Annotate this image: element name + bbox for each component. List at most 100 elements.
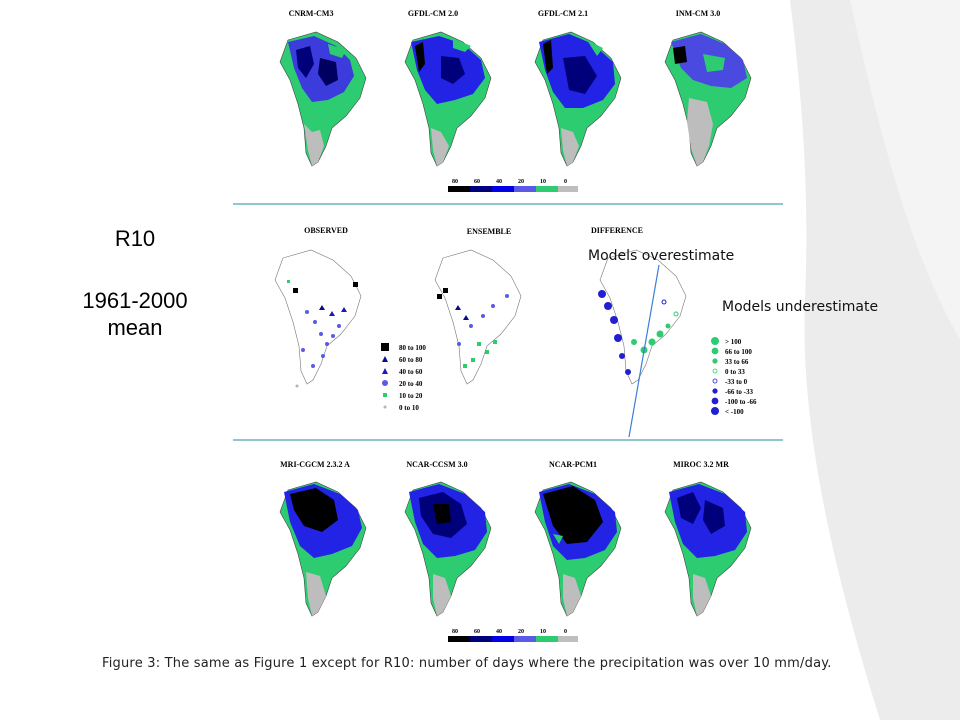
- colorbar-tick: 20: [518, 629, 524, 635]
- station-marker: [325, 342, 329, 346]
- station-marker: [485, 350, 489, 354]
- legend-label: 10 to 20: [399, 392, 423, 400]
- map-ncar-ccsm: [404, 481, 492, 617]
- station-marker: [631, 339, 637, 345]
- station-marker: [604, 302, 612, 310]
- colorbar-tick: 0: [564, 179, 567, 185]
- legend-symbol-circle-small: [712, 358, 718, 364]
- station-marker: [295, 384, 299, 388]
- legend-label: 60 to 80: [399, 356, 423, 364]
- annotation-divider-line: [628, 264, 660, 438]
- colorbar-swatch: [448, 186, 470, 192]
- station-marker: [598, 290, 606, 298]
- station-marker: [331, 334, 335, 338]
- model-label-mri: MRI-CGCM 2.3.2 A: [280, 460, 350, 469]
- legend-symbol-square-small: [383, 393, 387, 397]
- observed-legend: 80 to 100 60 to 80 40 to 60 20 to 40 10 …: [381, 343, 426, 412]
- colorbar-swatch: [492, 636, 514, 642]
- model-label-ncar-pcm: NCAR-PCM1: [549, 460, 597, 469]
- legend-symbol-circle: [382, 380, 388, 386]
- station-marker: [665, 323, 671, 329]
- station-marker: [455, 305, 461, 310]
- colorbar-swatch: [470, 186, 492, 192]
- station-marker: [341, 307, 347, 312]
- colorbar-swatch: [536, 186, 558, 192]
- colorbar-swatch: [470, 636, 492, 642]
- station-marker: [311, 364, 315, 368]
- station-marker: [477, 342, 481, 346]
- colorbar-tick: 80: [452, 629, 458, 635]
- map-cnrm: [279, 31, 367, 167]
- station-marker: [337, 324, 341, 328]
- station-marker: [437, 294, 442, 299]
- legend-label: 0 to 10: [399, 404, 419, 412]
- bottom-row-labels: MRI-CGCM 2.3.2 A NCAR-CCSM 3.0 NCAR-PCM1…: [280, 460, 729, 469]
- colorbar-tick: 10: [540, 179, 546, 185]
- colorbar-tick: 40: [496, 629, 502, 635]
- colorbar-swatch: [514, 186, 536, 192]
- station-marker: [614, 334, 622, 342]
- legend-label: < -100: [725, 408, 744, 416]
- middle-row-labels: OBSERVED ENSEMBLE DIFFERENCE: [304, 226, 643, 236]
- legend-label: 20 to 40: [399, 380, 423, 388]
- station-marker: [673, 311, 679, 317]
- legend-symbol-dot: [383, 405, 387, 409]
- model-label-inm: INM-CM 3.0: [676, 9, 720, 18]
- colorbar-tick: 20: [518, 179, 524, 185]
- station-marker: [353, 282, 358, 287]
- station-marker: [463, 315, 469, 320]
- station-marker: [319, 332, 323, 336]
- station-marker: [610, 316, 618, 324]
- map-miroc: [664, 481, 752, 617]
- station-marker: [625, 369, 631, 375]
- station-marker: [491, 304, 495, 308]
- colorbar-tick: 40: [496, 179, 502, 185]
- station-marker: [493, 340, 497, 344]
- legend-label: -100 to -66: [725, 398, 757, 406]
- station-marker: [457, 342, 461, 346]
- colorbar-swatch: [536, 636, 558, 642]
- station-marker: [313, 320, 317, 324]
- legend-label: 40 to 60: [399, 368, 423, 376]
- legend-symbol-circle-large: [711, 337, 719, 345]
- figure-caption: Figure 3: The same as Figure 1 except fo…: [102, 656, 832, 671]
- map-mri: [279, 481, 367, 617]
- legend-symbol-ring: [712, 378, 718, 384]
- figure-svg: CNRM-CM3 GFDL-CM 2.0 GFDL-CM 2.1 INM-CM …: [233, 9, 783, 642]
- station-map-ensemble: [434, 249, 522, 385]
- bottom-maps: [279, 481, 752, 617]
- map-ncar-pcm: [534, 481, 622, 617]
- station-marker: [661, 299, 667, 305]
- colorbar-swatch: [514, 636, 536, 642]
- model-label-cnrm: CNRM-CM3: [289, 9, 334, 18]
- station-marker: [319, 305, 325, 310]
- legend-label: 0 to 33: [725, 368, 745, 376]
- station-marker: [329, 311, 335, 316]
- station-marker: [287, 280, 290, 283]
- panel-label-ensemble: ENSEMBLE: [467, 227, 511, 236]
- station-marker: [301, 348, 305, 352]
- legend-symbol-circle: [711, 397, 719, 405]
- legend-symbol-ring: [712, 368, 718, 374]
- station-marker: [481, 314, 485, 318]
- legend-symbol-triangle: [382, 368, 388, 374]
- note-overestimate: Models overestimate: [588, 248, 735, 264]
- map-gfdl21: [534, 31, 622, 167]
- legend-label: -66 to -33: [725, 388, 753, 396]
- colorbar-tick: 10: [540, 629, 546, 635]
- station-marker: [469, 324, 473, 328]
- colorbar-tick: 80: [452, 179, 458, 185]
- legend-symbol-square-large: [381, 343, 389, 351]
- station-marker: [305, 310, 309, 314]
- legend-label: > 100: [725, 338, 742, 346]
- legend-symbol-circle: [711, 347, 719, 355]
- top-maps: [279, 31, 752, 167]
- slide-title: R10: [114, 226, 156, 251]
- model-label-ncar-ccsm: NCAR-CCSM 3.0: [406, 460, 467, 469]
- map-inm: [664, 31, 752, 167]
- station-marker: [463, 364, 467, 368]
- station-map-observed: [274, 249, 362, 388]
- legend-label: -33 to 0: [725, 378, 748, 386]
- station-map-difference: [598, 249, 687, 385]
- station-marker: [619, 353, 625, 359]
